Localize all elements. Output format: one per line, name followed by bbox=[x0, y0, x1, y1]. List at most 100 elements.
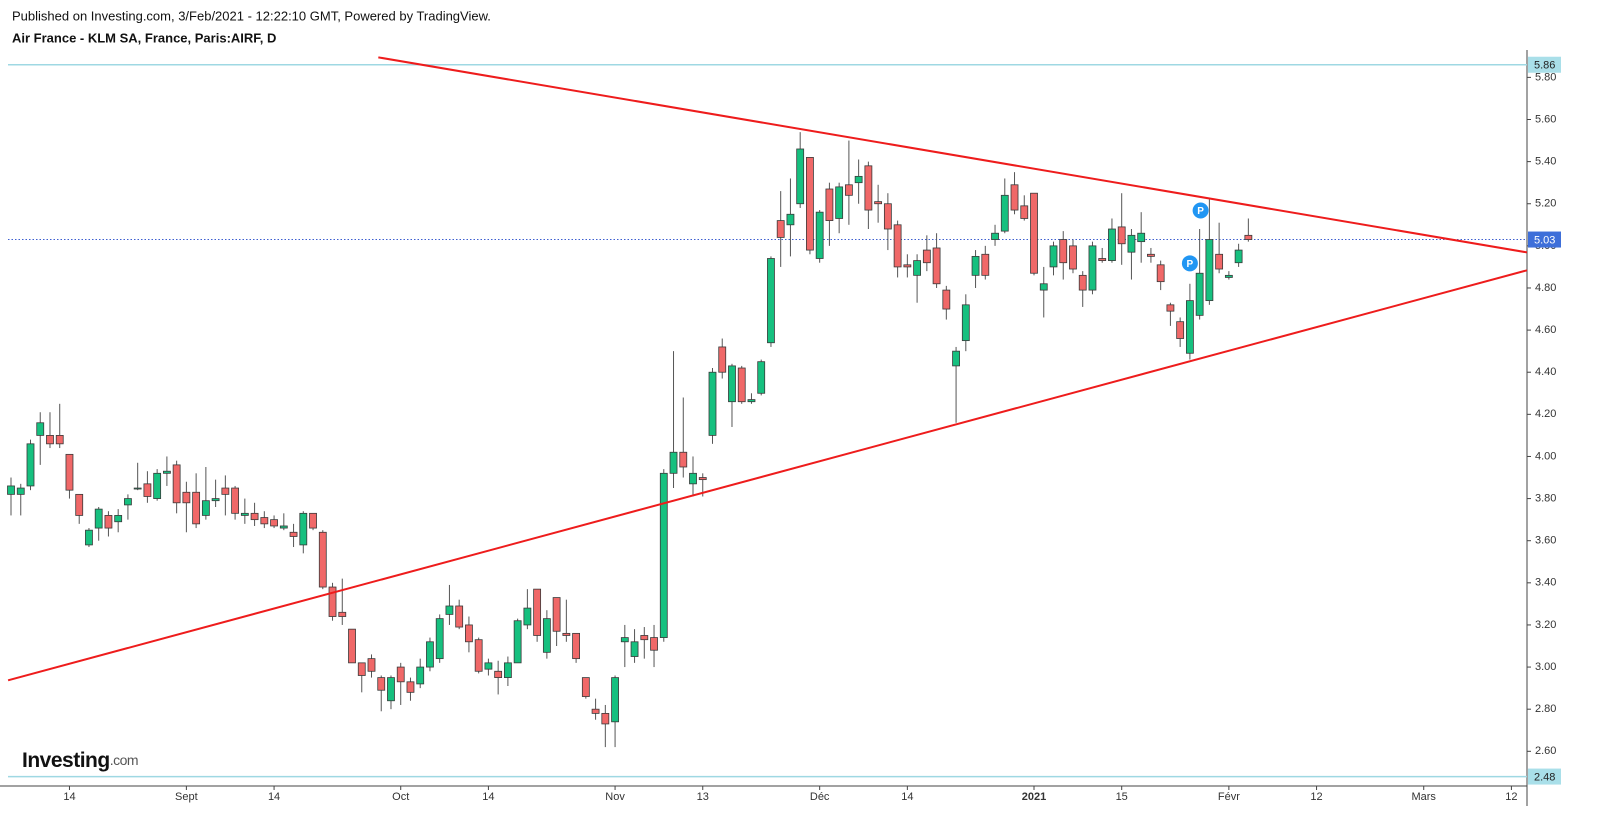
candle-body bbox=[153, 472, 162, 499]
candle-body bbox=[192, 491, 201, 525]
candle-body bbox=[1127, 234, 1136, 253]
y-tick-label: 4.60 bbox=[1535, 324, 1556, 336]
x-tick-label: Févr bbox=[1218, 791, 1240, 803]
candle-body bbox=[562, 632, 571, 636]
candle-body bbox=[484, 662, 493, 670]
candle-body bbox=[864, 165, 873, 211]
candle-body bbox=[815, 211, 824, 259]
price-label-box bbox=[1528, 231, 1561, 248]
y-tick-label: 3.60 bbox=[1535, 535, 1556, 547]
candle-body bbox=[1156, 264, 1165, 283]
x-tick-label: 14 bbox=[482, 791, 494, 803]
marker bbox=[1192, 202, 1209, 219]
candle-body bbox=[1176, 321, 1185, 339]
candle-body bbox=[328, 586, 337, 617]
candle-body bbox=[591, 708, 600, 714]
candle-body bbox=[406, 681, 415, 693]
candle-body bbox=[65, 453, 74, 491]
candle-body bbox=[1147, 253, 1155, 257]
price-label: 2.48 bbox=[1534, 771, 1555, 783]
candle-body bbox=[1088, 245, 1097, 291]
price-label: 5.03 bbox=[1534, 234, 1555, 246]
x-tick-label: Nov bbox=[605, 791, 625, 803]
candle-body bbox=[883, 203, 892, 230]
x-tick-label: 14 bbox=[901, 791, 913, 803]
x-tick-label: Déc bbox=[810, 791, 830, 803]
y-tick-label: 5.60 bbox=[1535, 113, 1556, 125]
candle-body bbox=[211, 498, 220, 502]
candle-body bbox=[465, 624, 473, 643]
candle-body bbox=[36, 422, 45, 436]
x-tick-label: 12 bbox=[1505, 791, 1517, 803]
candle-body bbox=[201, 500, 210, 516]
candle-body bbox=[913, 260, 921, 276]
candle-body bbox=[231, 487, 239, 514]
candle-body bbox=[991, 232, 999, 240]
candle-body bbox=[513, 620, 522, 664]
candle-body bbox=[981, 253, 990, 276]
marker bbox=[1181, 255, 1198, 272]
candle-body bbox=[776, 220, 785, 238]
candle-body bbox=[932, 247, 941, 285]
candle-body bbox=[581, 677, 590, 697]
candle-body bbox=[893, 224, 902, 268]
candle-body bbox=[630, 641, 639, 657]
candle-body bbox=[221, 487, 230, 495]
candle-body bbox=[260, 517, 269, 525]
candle-body bbox=[1049, 245, 1058, 268]
candle-body bbox=[387, 677, 395, 702]
candle-body bbox=[114, 515, 123, 523]
candle-body bbox=[874, 201, 883, 205]
x-tick-label: Oct bbox=[392, 791, 409, 803]
candle-body bbox=[426, 641, 434, 668]
candle-body bbox=[474, 639, 483, 672]
candle-body bbox=[1224, 274, 1233, 278]
candle-body bbox=[718, 346, 727, 373]
candle-body bbox=[679, 451, 688, 468]
candle-body bbox=[162, 470, 171, 474]
candle-body bbox=[182, 491, 191, 504]
candle-body bbox=[1215, 253, 1224, 270]
candle-body bbox=[1069, 245, 1077, 270]
candle-body bbox=[250, 512, 259, 521]
candle-body bbox=[318, 531, 327, 588]
candle-body bbox=[133, 487, 142, 490]
candle-body bbox=[961, 304, 970, 342]
y-tick-label: 3.00 bbox=[1535, 661, 1556, 673]
y-tick-label: 3.20 bbox=[1535, 619, 1556, 631]
candle-body bbox=[104, 515, 113, 529]
x-tick-label: 14 bbox=[268, 791, 280, 803]
x-tick-label: 12 bbox=[1310, 791, 1322, 803]
candle-body bbox=[601, 712, 610, 725]
candle-body bbox=[279, 525, 288, 529]
candle-body bbox=[377, 677, 386, 691]
candle-body bbox=[640, 635, 649, 641]
candle-body bbox=[124, 498, 132, 506]
candle-body bbox=[669, 451, 678, 474]
candle-body bbox=[1010, 184, 1019, 211]
candle-body bbox=[620, 637, 629, 643]
candle-body bbox=[844, 184, 853, 196]
candle-body bbox=[1117, 226, 1126, 245]
candle-body bbox=[1098, 258, 1107, 262]
logo-suffix: .com bbox=[110, 752, 138, 768]
candle-body bbox=[825, 188, 834, 221]
marker-label: P bbox=[1187, 259, 1194, 270]
candle-body bbox=[55, 435, 64, 445]
price-label-box bbox=[1528, 768, 1561, 785]
candle-body bbox=[1108, 228, 1116, 262]
candle-body bbox=[503, 662, 512, 678]
candle-body bbox=[1185, 300, 1194, 354]
candle-body bbox=[552, 597, 561, 632]
candle-body bbox=[299, 512, 308, 546]
plot-area: PP bbox=[7, 56, 1528, 778]
candle-body bbox=[1039, 283, 1048, 291]
candle-body bbox=[728, 365, 736, 403]
candle-body bbox=[435, 618, 444, 660]
y-tick-label: 4.20 bbox=[1535, 408, 1556, 420]
candle-body bbox=[757, 361, 766, 394]
logo-main: Investing bbox=[22, 749, 110, 772]
y-tick-label: 3.80 bbox=[1535, 492, 1556, 504]
candle-body bbox=[1234, 249, 1243, 264]
y-tick-label: 4.00 bbox=[1535, 450, 1556, 462]
